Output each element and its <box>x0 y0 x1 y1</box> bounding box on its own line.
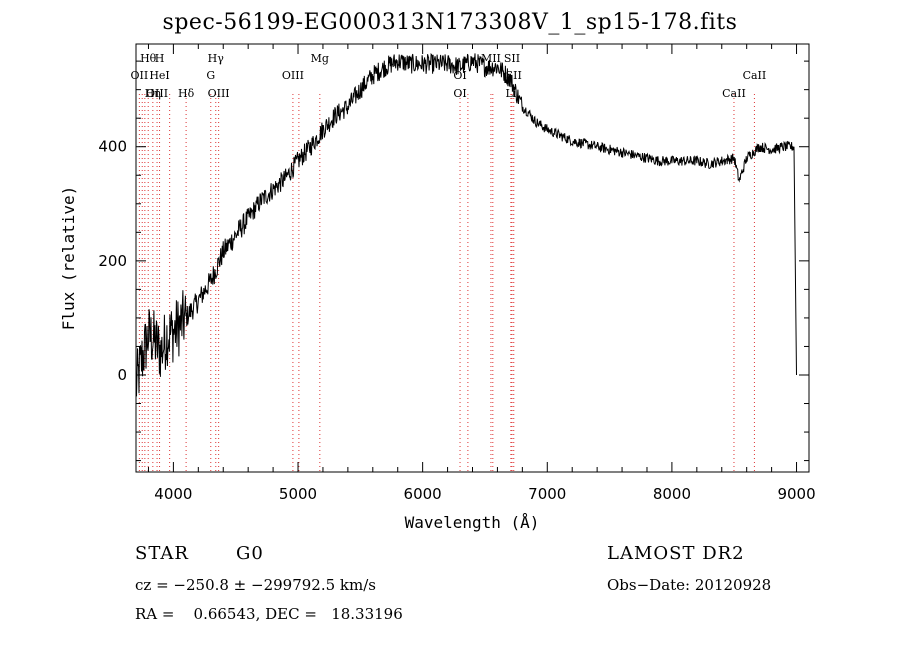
plot-frame <box>135 43 810 473</box>
line-annotation-label: Hη <box>145 87 161 100</box>
axis-ticks-layer: 4000 5000 6000 7000 8000 9000 0 200 400 <box>98 44 816 503</box>
velocity-text: cz = −250.8 ± −299792.5 km/s <box>135 576 376 594</box>
line-marker-layer <box>138 94 755 472</box>
line-annotation-label: Hγ <box>208 52 225 65</box>
y-axis-label: Flux (relative) <box>59 186 78 331</box>
spectrum-series-line <box>135 53 797 397</box>
x-tick-label: 5000 <box>279 485 317 503</box>
line-annotation-label: Hδ <box>178 87 195 100</box>
line-annotation-label: SII <box>504 52 520 65</box>
subclass-text: G0 <box>236 543 264 564</box>
line-annotation-label: CaII <box>722 87 746 100</box>
line-annotation-label: MII <box>481 52 501 65</box>
line-annotation-label: OIII <box>146 87 168 100</box>
line-annotation-label: H <box>155 52 165 65</box>
line-annotation-label: OIII <box>208 87 230 100</box>
line-annotation-label: CaII <box>743 69 767 82</box>
line-annotation-label: OII <box>131 69 149 82</box>
line-annotation-label: OIII <box>282 69 304 82</box>
x-tick-label: 8000 <box>653 485 691 503</box>
line-annotation-label: HeI <box>149 69 169 82</box>
coords-text: RA = 0.66543, DEC = 18.33196 <box>135 605 403 623</box>
obs-date-text: Obs−Date: 20120928 <box>607 576 772 594</box>
chart-title: spec-56199-EG000313N173308V_1_sp15-178.f… <box>162 10 738 35</box>
x-tick-label: 7000 <box>528 485 566 503</box>
y-tick-label: 400 <box>98 138 127 156</box>
line-annotation-label: G <box>206 69 215 82</box>
survey-text: LAMOST DR2 <box>607 543 745 564</box>
x-tick-label: 6000 <box>404 485 442 503</box>
line-annotation-label: Li <box>505 87 516 100</box>
object-class-text: STAR <box>135 543 189 564</box>
line-annotation-label: OI <box>453 87 466 100</box>
x-tick-label: 4000 <box>154 485 192 503</box>
x-axis-label: Wavelength (Å) <box>405 513 540 532</box>
y-tick-label: 200 <box>98 252 127 270</box>
y-tick-label: 0 <box>117 366 127 384</box>
line-annotation-label: Mg <box>311 52 329 65</box>
x-tick-label: 9000 <box>777 485 815 503</box>
line-annotation-label: Hθ <box>140 52 157 65</box>
